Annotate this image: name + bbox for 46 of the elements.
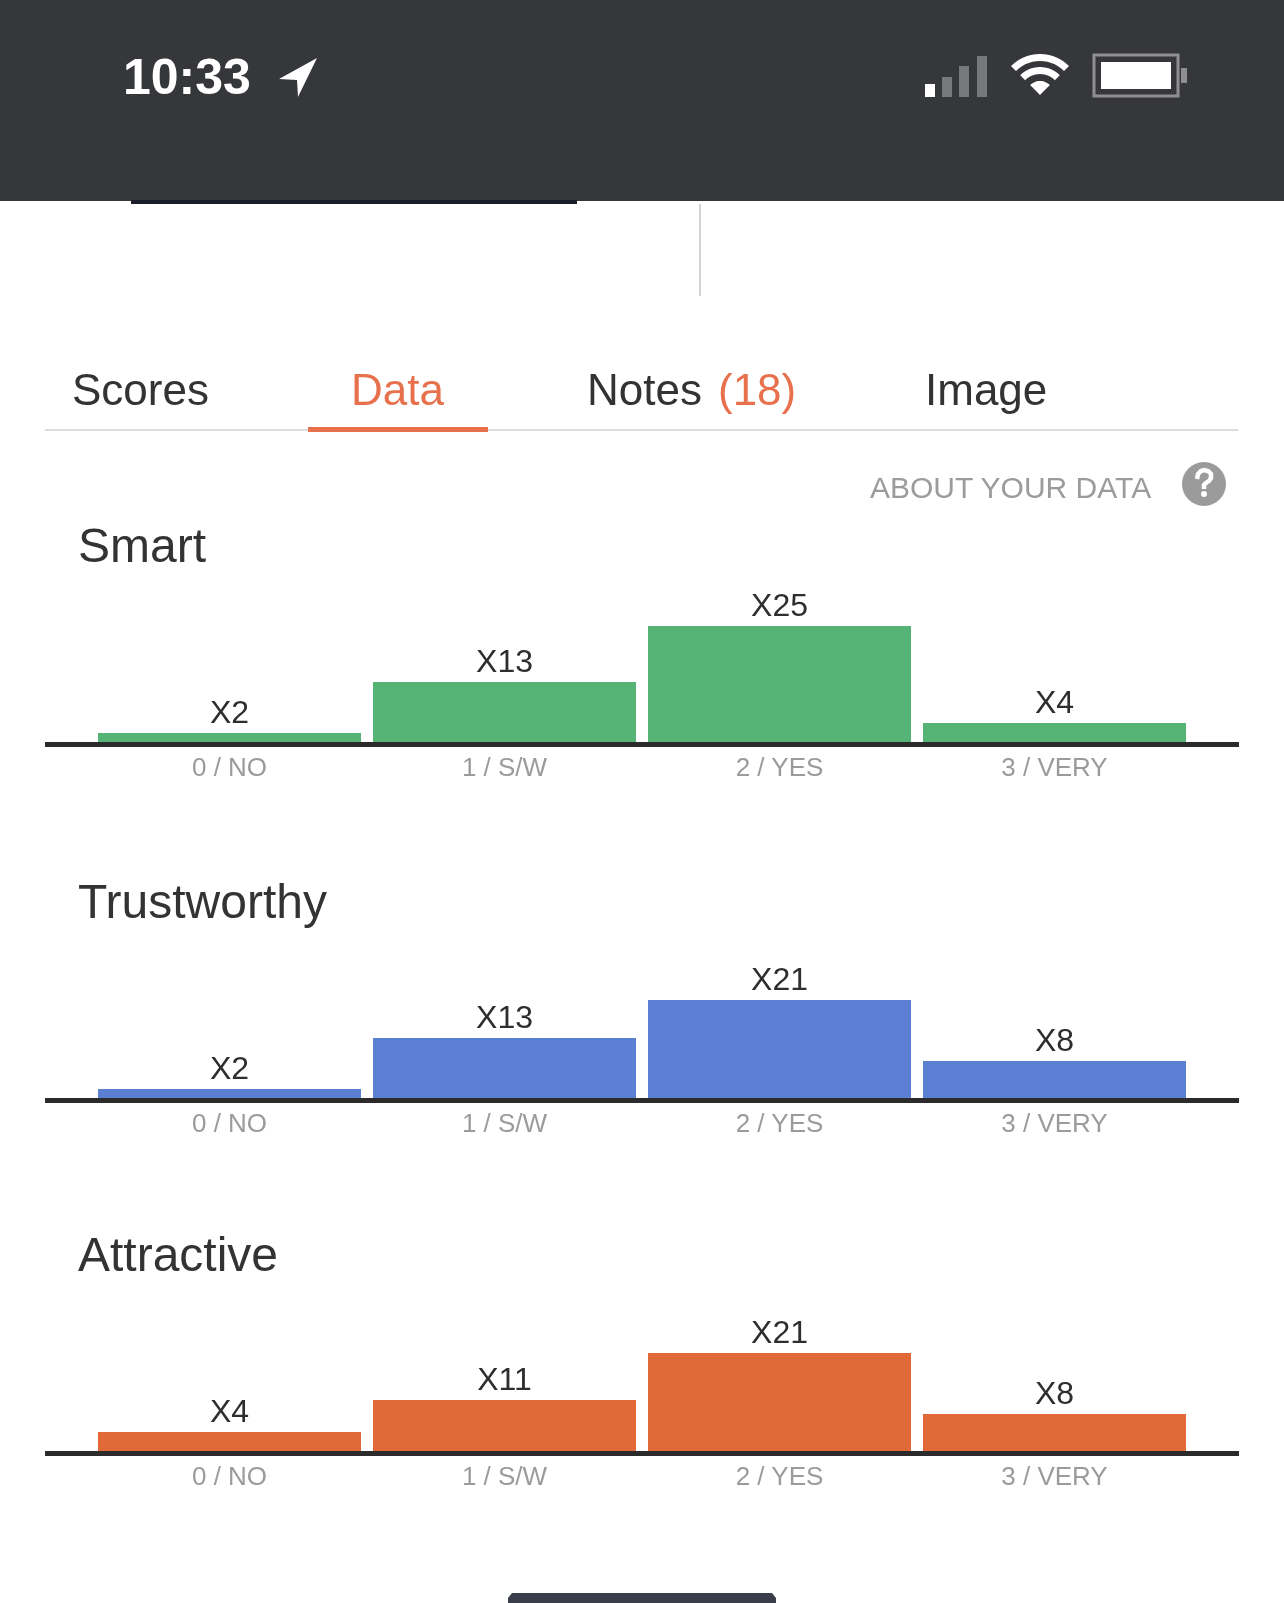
data-label: X13 [476, 999, 533, 1035]
data-label: X25 [751, 587, 808, 623]
bar [98, 1432, 361, 1451]
text: Data [351, 365, 445, 414]
bar [373, 1400, 636, 1451]
data-label: X13 [476, 643, 533, 679]
bar [98, 1089, 361, 1098]
x-tick-label: 0 / NO [191, 1461, 268, 1492]
data-label: X2 [209, 1050, 250, 1086]
bar [373, 1038, 636, 1098]
text: Scores [72, 365, 209, 414]
text: ABOUT YOUR DATA [870, 471, 1152, 504]
bar [923, 1414, 1186, 1451]
data-label: X2 [209, 694, 250, 730]
bar [648, 626, 911, 742]
x-tick-label: 3 / VERY [1001, 1108, 1108, 1139]
x-tick-label: 2 / YES [735, 1461, 824, 1492]
x-tick-label: 0 / NO [191, 752, 268, 783]
chart-title: Trustworthy [78, 875, 327, 928]
data-label: X11 [477, 1361, 532, 1397]
x-tick-label: 0 / NO [191, 1108, 268, 1139]
bar [648, 1353, 911, 1451]
bar [98, 733, 361, 742]
x-tick-label: 1 / S/W [461, 1108, 548, 1139]
x-tick-label: 3 / VERY [1001, 752, 1108, 783]
data-label: X4 [209, 1393, 250, 1429]
data-label: X21 [751, 1314, 808, 1350]
bar [923, 1061, 1186, 1098]
data-label: X8 [1034, 1022, 1075, 1058]
chart-title: Attractive [78, 1228, 279, 1281]
bar [648, 1000, 911, 1098]
bar [923, 723, 1186, 742]
x-tick-label: 3 / VERY [1001, 1461, 1108, 1492]
data-label: X8 [1034, 1375, 1075, 1411]
text: (18) [718, 365, 797, 414]
chart-title: Smart [78, 519, 207, 572]
text: Notes [587, 365, 702, 414]
text: 10:33 [123, 49, 251, 105]
data-label: X4 [1034, 684, 1075, 720]
x-tick-label: 2 / YES [735, 1108, 824, 1139]
text: Image [925, 365, 1048, 414]
x-tick-label: 1 / S/W [461, 1461, 548, 1492]
data-label: X21 [751, 961, 808, 997]
x-tick-label: 1 / S/W [461, 752, 548, 783]
x-tick-label: 2 / YES [735, 752, 824, 783]
bar [373, 682, 636, 742]
